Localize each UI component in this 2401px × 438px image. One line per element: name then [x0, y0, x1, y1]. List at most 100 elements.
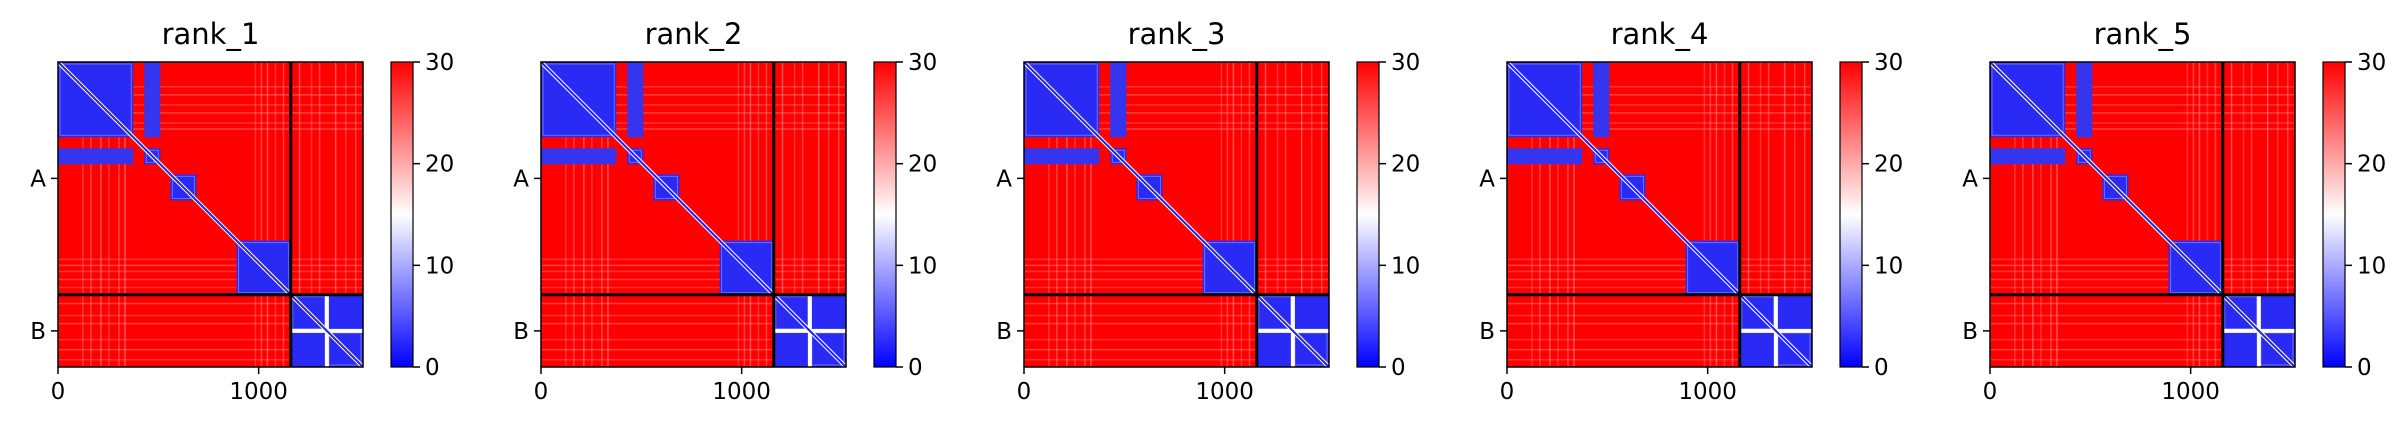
colorbar — [1356, 61, 1380, 368]
texture-streak — [1024, 322, 1329, 325]
colorbar — [390, 61, 414, 368]
y-tick-label: B — [30, 319, 46, 345]
axes-frame — [1023, 61, 1330, 368]
texture-streak — [607, 62, 609, 367]
colorbar-tick-label: 30 — [1874, 50, 1903, 76]
texture-streak — [1507, 264, 1812, 267]
texture-streak — [1507, 112, 1812, 114]
domain-texture — [2170, 242, 2222, 294]
texture-streak — [1723, 62, 1726, 367]
texture-streak — [1507, 358, 1812, 361]
domain-texture — [1204, 242, 1256, 294]
colorbar-tick-label: 10 — [425, 253, 454, 279]
texture-streak — [541, 286, 846, 289]
texture-streak — [781, 62, 784, 367]
texture-streak — [1507, 302, 1812, 305]
texture-streak — [1507, 258, 1812, 261]
texture-streak — [58, 112, 363, 114]
colorbar-tick-label: 30 — [908, 50, 937, 76]
texture-streak — [1990, 286, 2295, 289]
texture-streak — [2230, 62, 2233, 367]
domain-texture — [1025, 63, 1098, 136]
texture-streak — [354, 62, 357, 367]
domain-texture — [145, 149, 159, 163]
texture-streak — [1507, 94, 1812, 96]
texture-streak — [118, 62, 120, 367]
texture-streak — [1990, 86, 2295, 88]
diagonal — [541, 62, 846, 367]
texture-streak — [541, 314, 846, 317]
panel-title: rank_1 — [162, 17, 260, 51]
texture-streak — [58, 348, 363, 351]
texture-streak — [1226, 62, 1229, 367]
contact-block — [1024, 148, 1100, 165]
texture-streak — [1990, 278, 2295, 281]
heatmap — [541, 62, 846, 367]
texture-streak — [1567, 62, 1569, 367]
texture-streak — [1024, 122, 1329, 124]
texture-streak — [2214, 62, 2217, 367]
texture-streak — [1507, 86, 1812, 88]
domain-texture — [2077, 149, 2091, 163]
texture-streak — [1507, 128, 1812, 130]
texture-streak — [2014, 62, 2016, 367]
colorbar-tick-label: 30 — [1391, 50, 1420, 76]
texture-streak — [541, 348, 846, 351]
texture-streak — [1024, 94, 1329, 96]
domain-texture — [1137, 175, 1161, 199]
texture-streak — [1024, 270, 1329, 273]
texture-streak — [1507, 122, 1812, 124]
texture-streak — [2186, 62, 2189, 367]
texture-streak — [1066, 62, 1068, 367]
texture-streak — [541, 264, 846, 267]
texture-streak — [541, 94, 846, 96]
contact-block — [58, 148, 134, 165]
texture-streak — [1300, 62, 1303, 367]
texture-streak — [58, 278, 363, 281]
domain-texture — [292, 296, 326, 330]
contact-block — [2222, 330, 2259, 367]
diagonal — [1990, 62, 2295, 367]
heatmap — [1990, 62, 2295, 367]
texture-streak — [1507, 338, 1812, 341]
contact-block — [1110, 62, 1127, 138]
colorbar-tick-label: 20 — [1391, 152, 1420, 178]
texture-streak — [565, 62, 567, 367]
contact-block — [1775, 294, 1812, 331]
x-tick-label: 1000 — [712, 379, 771, 405]
texture-streak — [318, 62, 321, 367]
x-tick-label: 0 — [534, 379, 549, 405]
texture-streak — [1264, 62, 1267, 367]
texture-streak — [1990, 270, 2295, 273]
domain-texture — [59, 63, 132, 136]
texture-streak — [1310, 62, 1313, 367]
diagonal — [1024, 62, 1329, 367]
texture-streak — [58, 128, 363, 130]
texture-streak — [82, 62, 84, 367]
texture-streak — [1759, 62, 1762, 367]
texture-streak — [1747, 62, 1750, 367]
texture-streak — [1531, 62, 1533, 367]
contact-block — [2076, 62, 2093, 138]
texture-streak — [837, 62, 840, 367]
texture-streak — [1024, 86, 1329, 88]
texture-streak — [583, 62, 585, 367]
colorbar-tick-label: 10 — [1874, 253, 1903, 279]
texture-streak — [1990, 258, 2295, 261]
texture-streak — [1990, 322, 2295, 325]
texture-streak — [541, 358, 846, 361]
texture-streak — [1024, 278, 1329, 281]
colorbar — [2322, 61, 2346, 368]
texture-streak — [1024, 286, 1329, 289]
contact-block — [1507, 148, 1583, 165]
x-tick-label: 1000 — [1678, 379, 1737, 405]
texture-streak — [1048, 62, 1050, 367]
texture-streak — [827, 62, 830, 367]
texture-streak — [1507, 104, 1812, 106]
colorbar-tick-label: 30 — [425, 50, 454, 76]
x-tick-label: 1000 — [2161, 379, 2220, 405]
x-tick-label: 1000 — [1195, 379, 1254, 405]
panel-3: rank_3 0 1000 A B 0 10 20 30 — [996, 17, 1420, 405]
texture-streak — [1709, 62, 1712, 367]
texture-streak — [1507, 322, 1812, 325]
